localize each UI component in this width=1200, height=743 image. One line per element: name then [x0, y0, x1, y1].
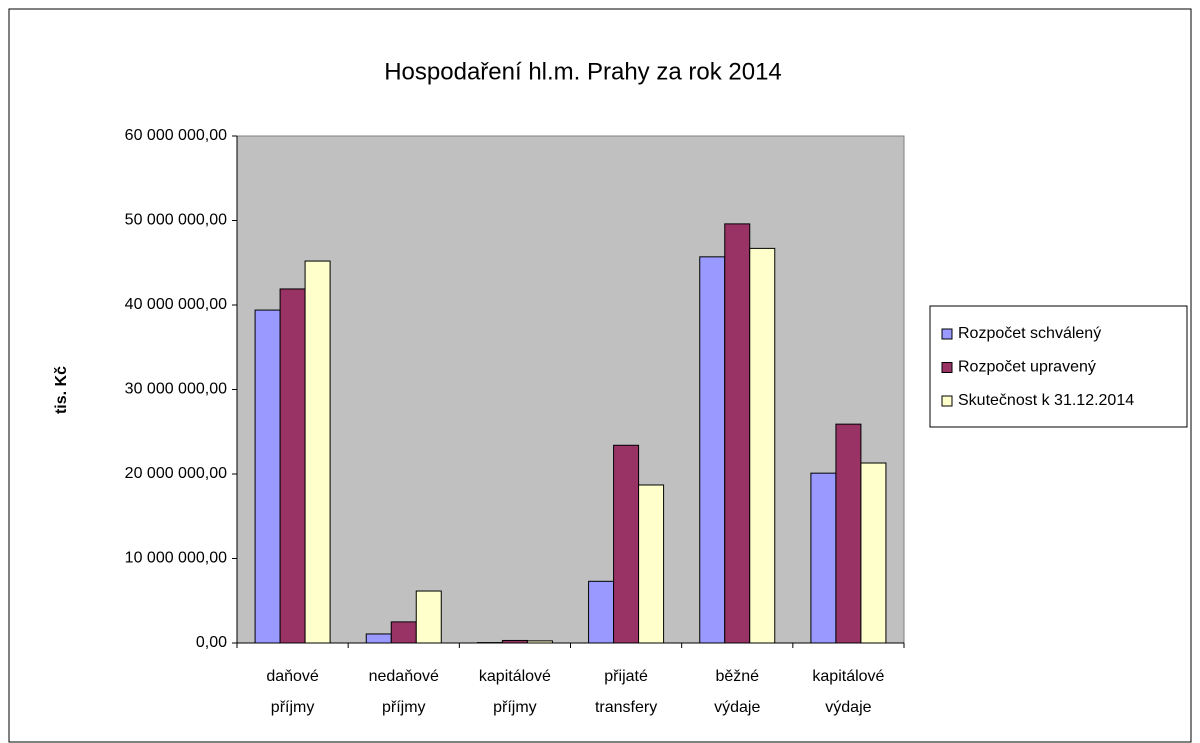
- x-tick-label-line: přijaté: [604, 668, 648, 685]
- x-tick-label-line: příjmy: [382, 699, 426, 716]
- legend-marker: [941, 328, 953, 340]
- y-tick-label: 30 000 000,00: [125, 381, 227, 398]
- bar: [365, 633, 392, 644]
- x-tick-label-line: výdaje: [825, 699, 871, 716]
- x-tick-label: kapitálové příjmy: [479, 668, 551, 716]
- y-tick-label: 0,00: [196, 634, 227, 651]
- y-axis-title: tis. Kč: [53, 366, 70, 414]
- legend-box: [929, 305, 1188, 428]
- legend-marker: [941, 395, 953, 407]
- bar: [304, 260, 331, 644]
- bar: [613, 444, 640, 644]
- x-tick-label-line: běžné: [715, 668, 759, 685]
- x-tick-label-line: příjmy: [493, 699, 537, 716]
- plot-area: [236, 135, 905, 644]
- x-tick-label-line: příjmy: [271, 699, 315, 716]
- legend-marker: [941, 362, 953, 373]
- y-tick-label: 20 000 000,00: [125, 465, 227, 482]
- x-tick-label-line: transfery: [595, 699, 657, 716]
- bar: [749, 247, 776, 644]
- bar: [279, 288, 306, 644]
- y-tick-label: 60 000 000,00: [125, 127, 227, 144]
- bar: [588, 580, 615, 644]
- bar: [254, 309, 281, 644]
- bar: [638, 484, 665, 644]
- legend-label: Skutečnost k 31.12.2014: [958, 392, 1134, 409]
- bar: [699, 256, 726, 644]
- bar: [415, 590, 442, 644]
- x-tick-label-line: výdaje: [714, 699, 760, 716]
- x-tick-label: běžné výdaje: [714, 668, 760, 716]
- bar: [810, 472, 837, 644]
- legend-label: Rozpočet schválený: [958, 325, 1101, 342]
- y-tick-label: 10 000 000,00: [125, 550, 227, 567]
- bar: [390, 621, 417, 644]
- legend-label: Rozpočet upravený: [958, 359, 1096, 376]
- bar: [835, 423, 862, 644]
- y-tick-label: 40 000 000,00: [125, 296, 227, 313]
- bar: [724, 223, 751, 644]
- x-tick-label-line: nedaňové: [369, 668, 439, 685]
- x-tick-label-line: daňové: [266, 668, 319, 685]
- chart-title: Hospodaření hl.m. Prahy za rok 2014: [384, 58, 782, 85]
- x-tick-label-line: kapitálové: [479, 668, 551, 685]
- x-tick-label: přijaté transfery: [595, 668, 657, 716]
- x-tick-label: nedaňové příjmy: [369, 668, 439, 716]
- y-tick-label: 50 000 000,00: [125, 212, 227, 229]
- x-tick-label-line: kapitálové: [812, 668, 884, 685]
- x-tick-label: daňové příjmy: [266, 668, 319, 716]
- x-tick-label: kapitálové výdaje: [812, 668, 884, 716]
- bar: [860, 462, 887, 644]
